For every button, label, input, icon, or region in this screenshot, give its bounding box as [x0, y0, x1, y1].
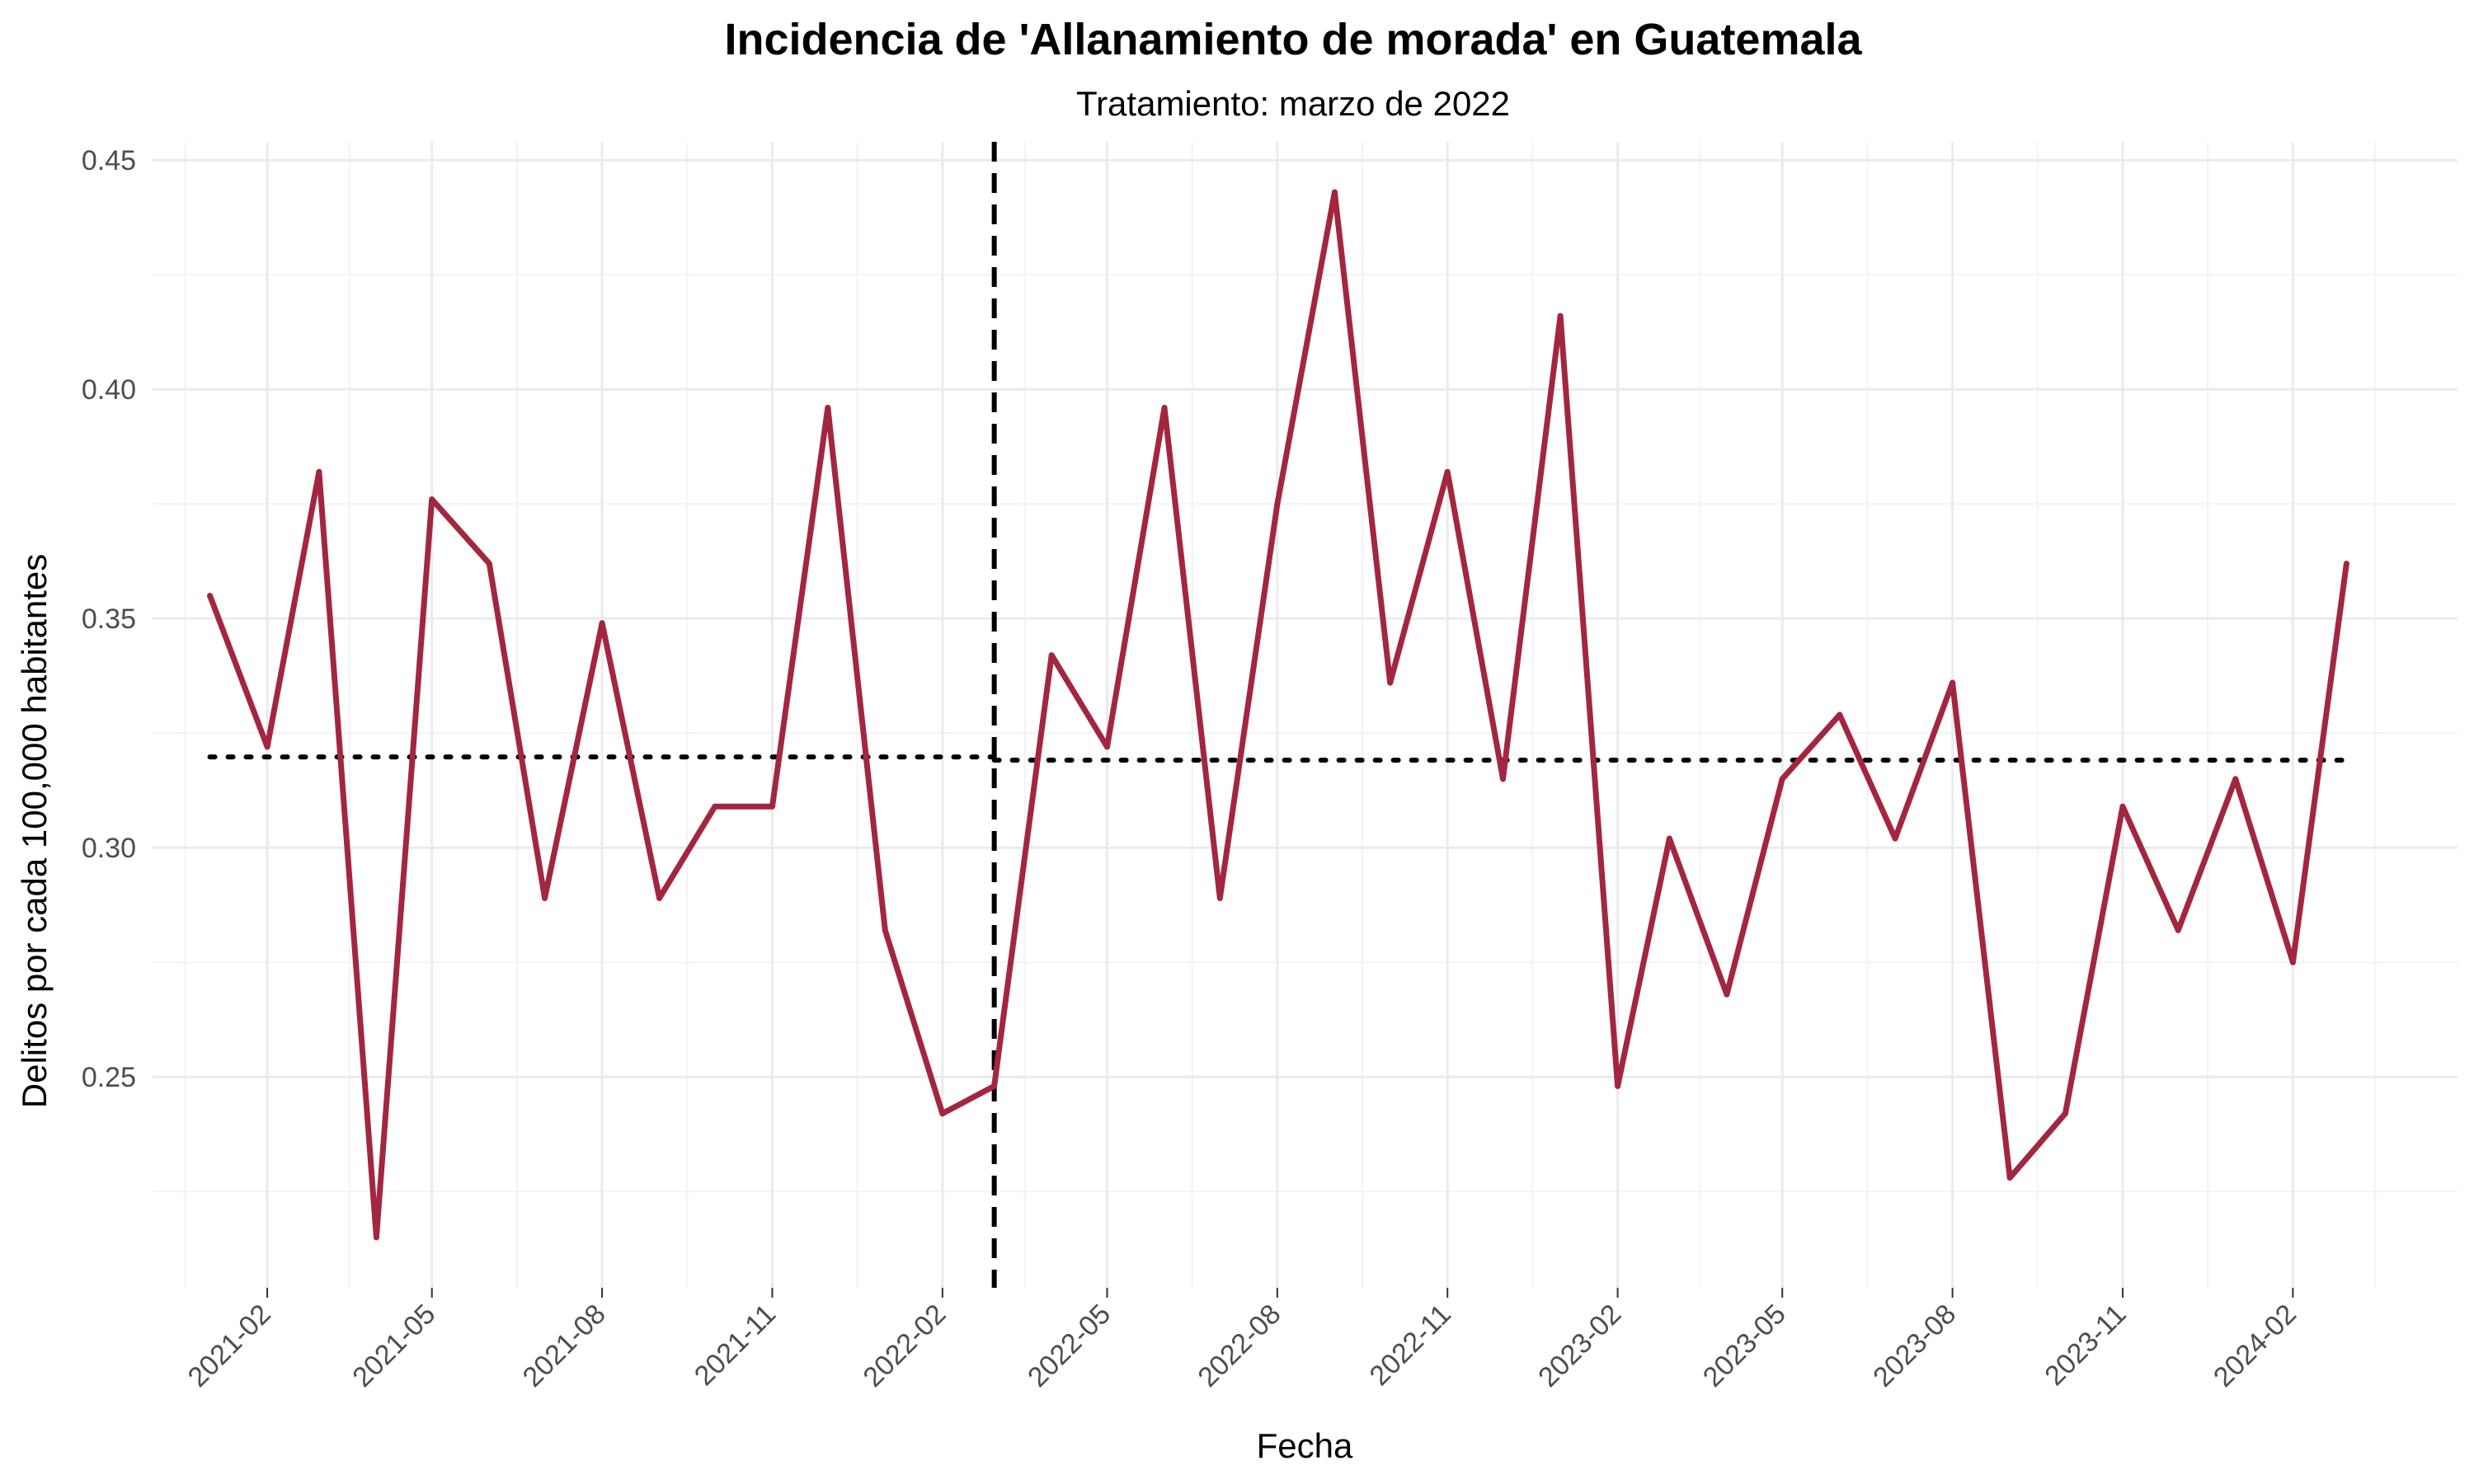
series-point: [207, 592, 214, 599]
y-tick-label: 0.45: [82, 145, 136, 176]
x-tick-label: 2021-11: [689, 1298, 782, 1392]
grid-major: [153, 142, 2458, 1288]
x-tick-label: 2023-11: [2039, 1298, 2132, 1392]
x-tick-label: 2021-02: [182, 1298, 277, 1393]
series-point: [1444, 468, 1451, 475]
series-point: [316, 468, 322, 475]
series-point: [2175, 927, 2181, 933]
series-point: [486, 561, 492, 567]
series-point: [1048, 652, 1055, 659]
y-tick-label: 0.30: [82, 833, 136, 864]
y-axis-ticks: 0.25 0.30 0.35 0.40 0.45: [82, 145, 136, 1093]
y-tick-label: 0.25: [82, 1062, 136, 1093]
series-point: [2006, 1175, 2013, 1181]
series-point: [373, 1234, 379, 1241]
series-point: [1892, 835, 1898, 842]
series-point: [825, 404, 831, 411]
series-point: [769, 803, 775, 810]
series-point: [264, 744, 270, 750]
x-axis-title: Fecha: [1257, 1426, 1353, 1465]
series-point: [882, 927, 888, 933]
x-tick-label: 2022-08: [1192, 1298, 1286, 1393]
series-point: [1557, 312, 1564, 319]
series-point: [991, 1082, 998, 1089]
y-tick-label: 0.40: [82, 374, 136, 406]
series-point: [1216, 895, 1223, 901]
series-point: [1837, 711, 1843, 718]
series-point: [712, 803, 718, 810]
series-point: [1950, 679, 1956, 686]
series-point: [1103, 744, 1110, 750]
series-point: [1161, 404, 1168, 411]
series-point: [1724, 991, 1730, 998]
x-tick-label: 2023-05: [1697, 1298, 1792, 1393]
series-point: [1274, 500, 1281, 507]
series-point: [2343, 561, 2349, 567]
series-point: [2232, 776, 2239, 782]
y-tick-label: 0.35: [82, 603, 136, 635]
y-axis-title: Delitos por cada 100,000 habitantes: [15, 554, 54, 1108]
series-point: [1666, 835, 1672, 842]
x-tick-label: 2024-02: [2208, 1298, 2302, 1393]
x-axis-ticks: 2021-02 2021-05 2021-08 2021-11 2022-02 2022-…: [182, 1288, 2302, 1393]
series-point: [1500, 776, 1507, 782]
x-tick-label: 2022-05: [1022, 1298, 1117, 1393]
series-point: [656, 895, 663, 901]
series-point: [2119, 803, 2126, 810]
x-tick-label: 2021-05: [346, 1298, 441, 1393]
series-point: [2289, 959, 2296, 965]
series-layer: [207, 189, 2349, 1241]
chart-title: Incidencia de 'Allanamiento de morada' e…: [724, 15, 1862, 64]
x-tick-label: 2023-08: [1867, 1298, 1962, 1393]
x-tick-label: 2022-11: [1364, 1298, 1457, 1392]
series-point: [542, 895, 548, 901]
series-point: [429, 496, 435, 503]
series-point: [1779, 776, 1785, 782]
series-point: [2062, 1111, 2068, 1117]
x-tick-label: 2021-08: [517, 1298, 612, 1393]
series-point: [599, 620, 605, 627]
series-point: [939, 1111, 946, 1117]
grid-minor: [153, 142, 2458, 1288]
series-point: [1615, 1082, 1621, 1089]
chart-subtitle: Tratamiento: marzo de 2022: [1076, 84, 1510, 123]
x-tick-label: 2023-02: [1532, 1298, 1627, 1393]
series-point: [1387, 679, 1394, 686]
series-point: [1331, 189, 1338, 195]
x-tick-label: 2022-02: [857, 1298, 952, 1393]
